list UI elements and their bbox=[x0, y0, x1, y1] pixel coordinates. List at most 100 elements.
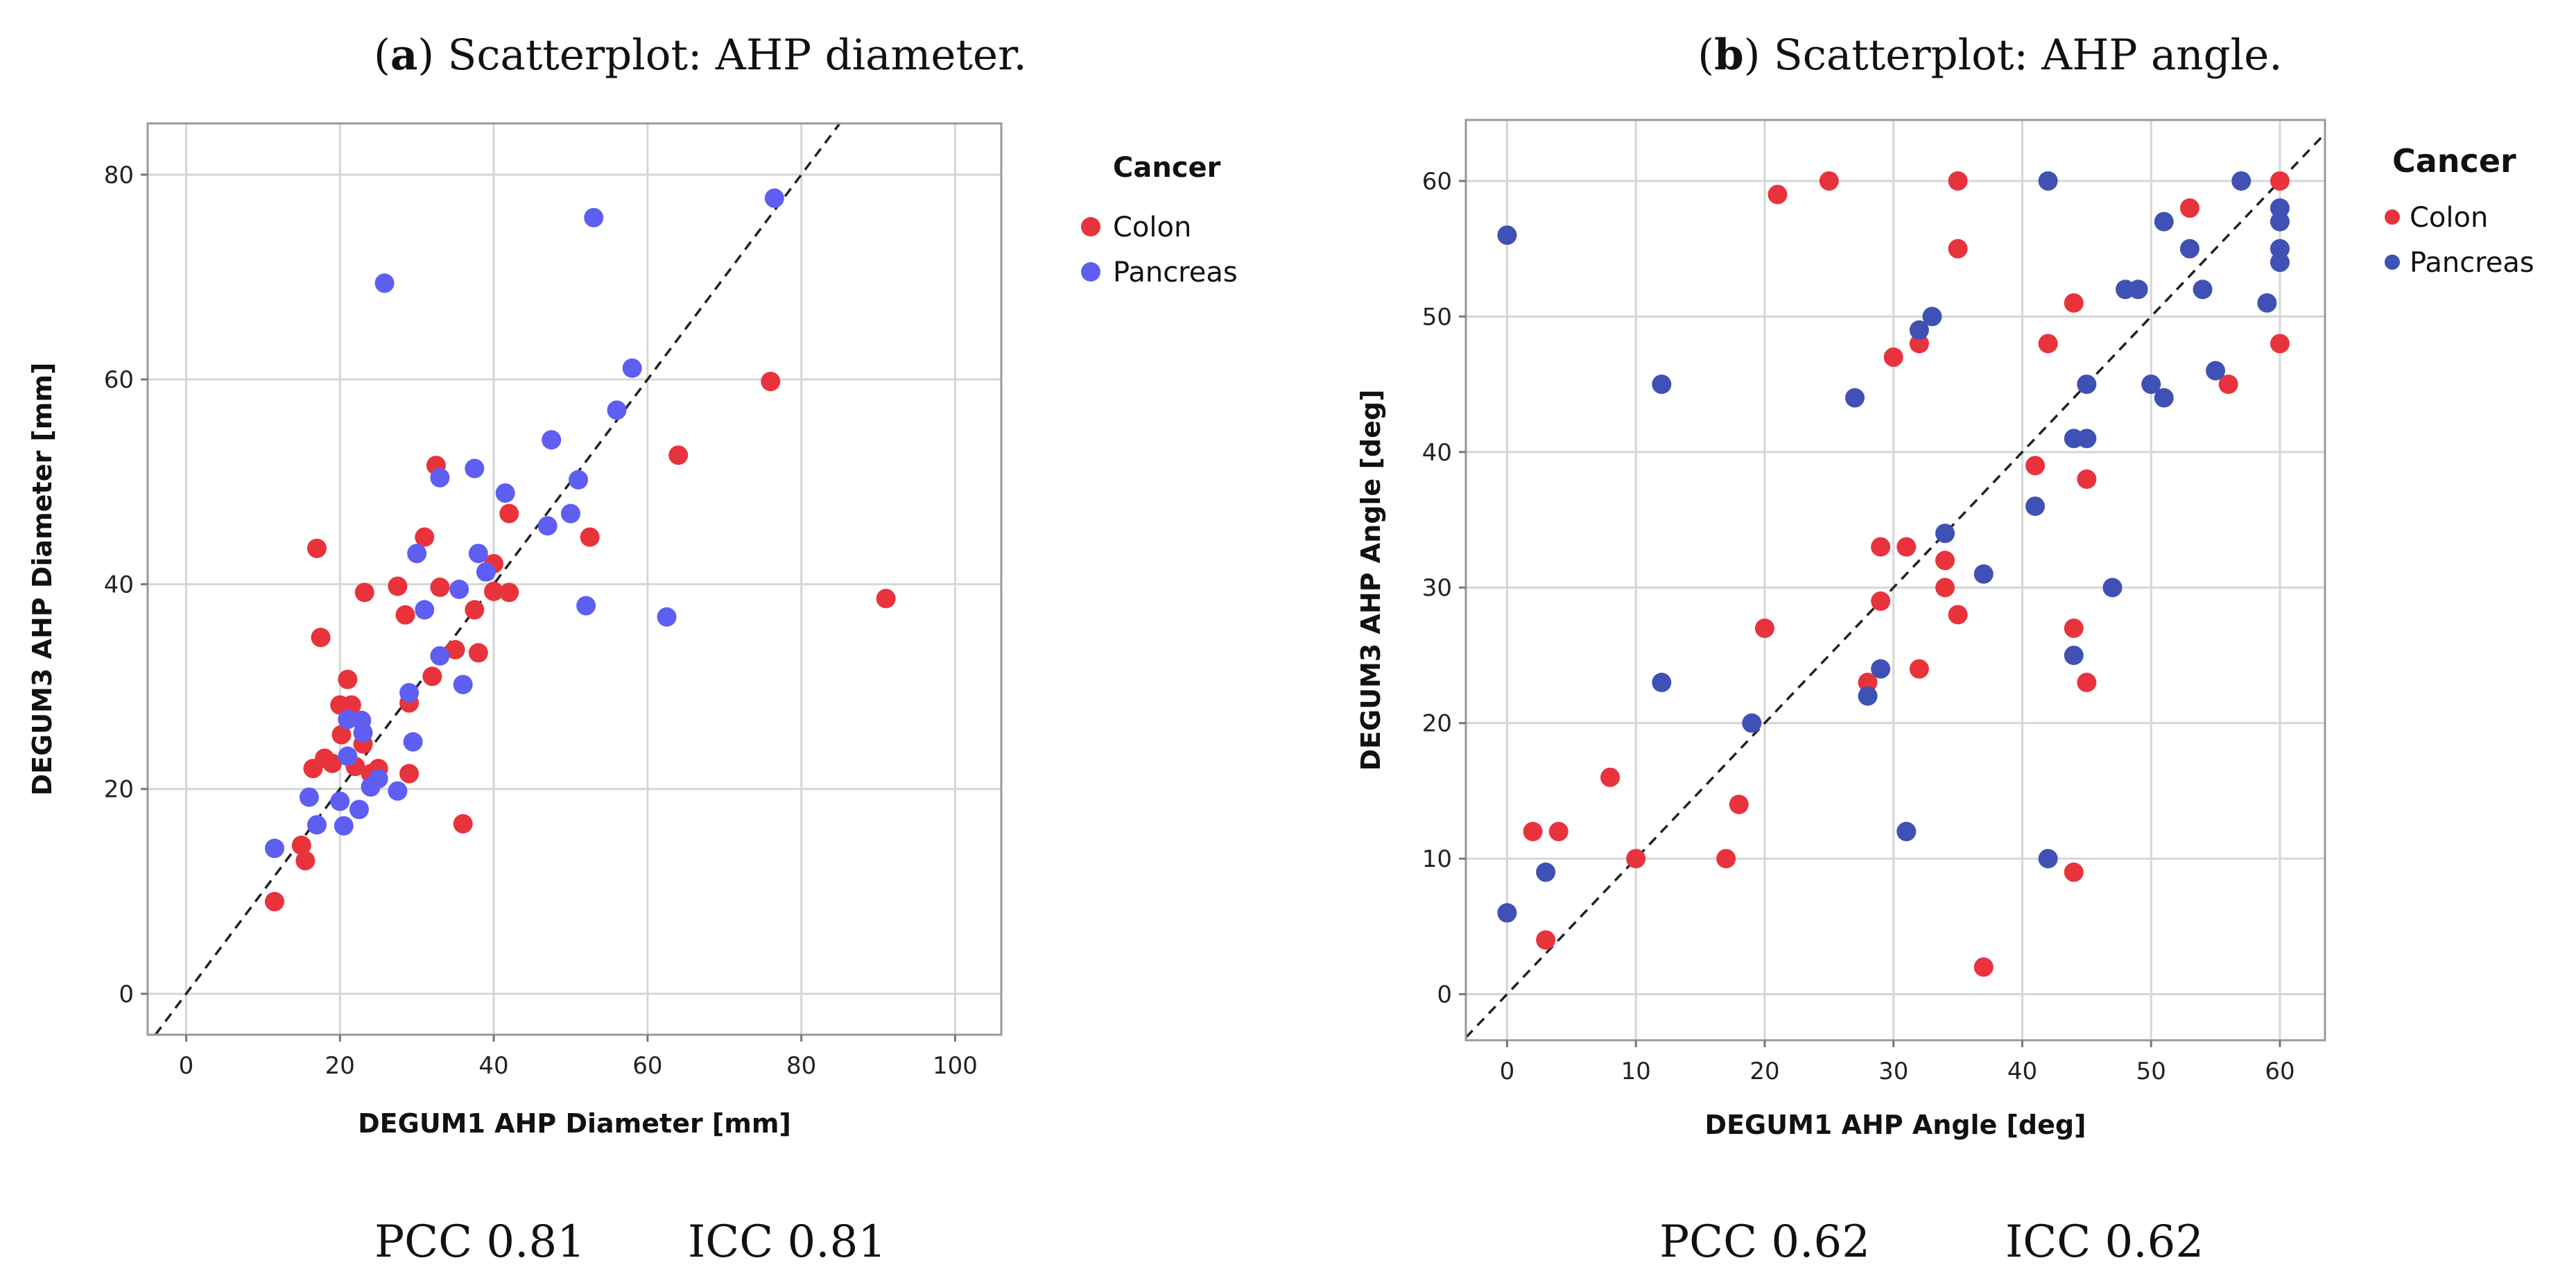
colon-point bbox=[1935, 551, 1955, 571]
pancreas-point bbox=[2025, 496, 2046, 516]
pancreas-point bbox=[1652, 673, 1672, 693]
y-tick-label: 30 bbox=[1422, 574, 1452, 602]
colon-point bbox=[2270, 334, 2290, 354]
colon-point bbox=[1858, 673, 1878, 693]
pancreas-point bbox=[1844, 388, 1865, 408]
pancreas-point bbox=[430, 646, 450, 666]
pancreas-point bbox=[403, 732, 423, 752]
colon-point bbox=[1948, 239, 1968, 259]
x-tick-label: 0 bbox=[179, 1052, 194, 1080]
pancreas-point bbox=[2064, 645, 2084, 665]
panel-b-legend-pancreas-marker bbox=[2385, 255, 2400, 270]
colon-point bbox=[291, 835, 311, 855]
pancreas-point bbox=[560, 503, 580, 524]
pancreas-point bbox=[2270, 198, 2290, 218]
pancreas-point bbox=[537, 516, 557, 536]
colon-point bbox=[1536, 930, 1556, 950]
pancreas-point bbox=[430, 467, 450, 488]
pancreas-point bbox=[2270, 212, 2290, 232]
pancreas-point bbox=[299, 787, 319, 807]
pancreas-point bbox=[569, 470, 589, 490]
pancreas-point bbox=[1742, 713, 1762, 733]
panel-a-y-axis-title: DEGUM3 AHP Diameter [mm] bbox=[27, 363, 58, 796]
pancreas-point bbox=[449, 579, 469, 599]
panel-b-identity-line bbox=[1464, 132, 2326, 1039]
colon-point bbox=[2218, 374, 2238, 395]
x-tick-label: 20 bbox=[325, 1052, 355, 1080]
colon-point bbox=[430, 577, 450, 597]
pancreas-point bbox=[1497, 903, 1517, 923]
colon-point bbox=[2064, 293, 2084, 313]
x-tick-label: 40 bbox=[2007, 1058, 2037, 1085]
panel-a-points bbox=[264, 188, 896, 912]
pancreas-point bbox=[368, 768, 388, 789]
panel-b-legend-colon-label: Colon bbox=[2410, 202, 2488, 234]
pancreas-point bbox=[1973, 564, 1994, 584]
colon-point bbox=[388, 576, 408, 596]
x-tick-label: 50 bbox=[2136, 1058, 2166, 1085]
y-tick-label: 60 bbox=[104, 366, 134, 394]
x-tick-label: 20 bbox=[1749, 1058, 1779, 1085]
colon-point bbox=[2038, 334, 2058, 354]
panel-a-legend: Cancer Colon Pancreas bbox=[1081, 152, 1238, 289]
pancreas-point bbox=[1536, 862, 1556, 882]
pancreas-point bbox=[349, 800, 369, 820]
pancreas-point bbox=[264, 838, 284, 859]
colon-point bbox=[468, 643, 488, 663]
x-tick-label: 30 bbox=[1878, 1058, 1908, 1085]
colon-point bbox=[395, 605, 415, 625]
pancreas-point bbox=[330, 791, 350, 811]
colon-point bbox=[1896, 537, 1917, 557]
pancreas-point bbox=[415, 600, 435, 620]
colon-point bbox=[415, 527, 435, 547]
pancreas-point bbox=[465, 458, 485, 479]
panel-b-angle: (b) Scatterplot: AHP angle. 0 10 20 30 40 50 6… bbox=[1356, 31, 2534, 1268]
pancreas-point bbox=[2141, 374, 2161, 395]
pancreas-point bbox=[657, 607, 677, 627]
pancreas-point bbox=[388, 781, 408, 801]
pancreas-point bbox=[2193, 279, 2213, 300]
pancreas-point bbox=[1497, 225, 1517, 246]
y-tick-label: 0 bbox=[1437, 981, 1452, 1009]
pancreas-point bbox=[2128, 279, 2148, 300]
panel-b-legend-title: Cancer bbox=[2392, 142, 2516, 180]
colon-point bbox=[1935, 578, 1955, 598]
colon-point bbox=[2179, 198, 2199, 218]
panel-a-gridlines bbox=[148, 123, 1001, 1035]
pancreas-point bbox=[2270, 252, 2290, 273]
pancreas-point bbox=[334, 816, 354, 836]
x-tick-label: 0 bbox=[1500, 1058, 1515, 1085]
pancreas-point bbox=[374, 273, 395, 293]
colon-point bbox=[1600, 767, 1620, 787]
colon-point bbox=[1523, 822, 1543, 842]
panel-a-x-axis-title: DEGUM1 AHP Diameter [mm] bbox=[358, 1108, 791, 1139]
identity-reference-line bbox=[154, 122, 841, 1036]
pancreas-point bbox=[2102, 578, 2123, 598]
colon-point bbox=[1626, 849, 1646, 869]
pancreas-point bbox=[2154, 212, 2174, 232]
panel-b-icc-value: ICC 0.62 bbox=[2005, 1216, 2204, 1268]
y-tick-label: 20 bbox=[104, 776, 134, 804]
colon-point bbox=[1767, 184, 1788, 205]
colon-point bbox=[465, 600, 485, 620]
panel-a-pcc-value: PCC 0.81 bbox=[374, 1216, 585, 1268]
pancreas-point bbox=[468, 544, 488, 564]
panel-a-icc-value: ICC 0.81 bbox=[688, 1216, 886, 1268]
colon-point bbox=[499, 583, 519, 603]
pancreas-point bbox=[1896, 822, 1917, 842]
panel-b-legend-colon-marker bbox=[2385, 209, 2400, 225]
colon-point bbox=[1729, 794, 1749, 814]
colon-point bbox=[399, 764, 420, 784]
colon-point bbox=[1909, 659, 1929, 679]
pancreas-point bbox=[542, 430, 562, 450]
pancreas-point bbox=[338, 746, 358, 766]
x-tick-label: 60 bbox=[2265, 1058, 2294, 1085]
identity-reference-line bbox=[1464, 132, 2326, 1039]
colon-point bbox=[453, 813, 473, 834]
pancreas-point bbox=[353, 723, 373, 743]
colon-point bbox=[322, 753, 343, 773]
colon-point bbox=[2077, 673, 2097, 693]
colon-point bbox=[264, 892, 284, 912]
panel-a-plot-frame bbox=[146, 122, 1003, 1036]
